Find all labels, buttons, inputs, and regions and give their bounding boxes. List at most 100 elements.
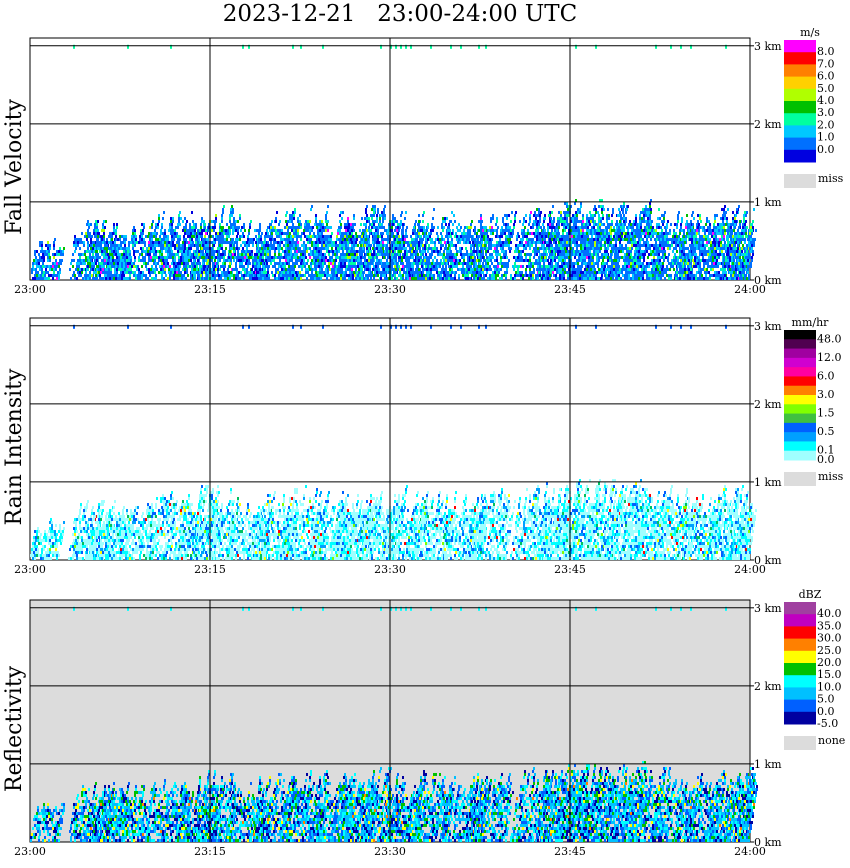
data-cell xyxy=(103,232,105,235)
data-cell xyxy=(130,241,132,244)
data-cell xyxy=(31,271,33,274)
data-cell xyxy=(381,271,383,274)
data-cell xyxy=(137,274,139,277)
data-cell xyxy=(443,268,445,271)
data-cell xyxy=(158,214,160,217)
data-cell xyxy=(397,247,399,250)
data-cell xyxy=(298,274,300,277)
data-cell xyxy=(561,253,563,256)
data-cell xyxy=(505,253,507,256)
data-cell xyxy=(223,232,225,235)
data-cell xyxy=(382,214,384,217)
data-cell xyxy=(36,262,38,265)
data-cell xyxy=(106,250,108,253)
data-cell xyxy=(332,262,334,265)
data-cell xyxy=(400,277,402,280)
data-cell xyxy=(86,235,88,238)
data-cell xyxy=(311,205,313,208)
data-cell xyxy=(347,241,349,244)
data-cell xyxy=(560,268,562,271)
data-cell xyxy=(147,277,149,280)
data-cell xyxy=(100,241,102,244)
data-cell xyxy=(207,247,209,250)
data-cell xyxy=(102,259,104,262)
data-cell xyxy=(114,268,116,271)
data-cell xyxy=(489,226,491,229)
data-cell xyxy=(518,235,520,238)
data-cell xyxy=(148,232,150,235)
data-cell xyxy=(465,277,467,280)
data-cell xyxy=(433,265,435,268)
data-cell xyxy=(329,256,331,259)
data-cell xyxy=(493,277,495,280)
data-cell xyxy=(465,232,467,235)
data-cell xyxy=(139,277,141,280)
data-cell xyxy=(376,214,378,217)
data-cell xyxy=(175,274,177,277)
data-cell xyxy=(219,256,221,259)
data-cell xyxy=(567,208,569,211)
data-cell xyxy=(255,241,257,244)
data-cell xyxy=(447,271,449,274)
data-cell xyxy=(508,229,510,232)
data-cell xyxy=(124,259,126,262)
data-cell xyxy=(277,229,279,232)
data-cell xyxy=(493,250,495,253)
data-cell xyxy=(328,253,330,256)
data-cell xyxy=(401,259,403,262)
data-cell xyxy=(492,271,494,274)
data-cell xyxy=(233,220,235,223)
data-cell xyxy=(152,259,154,262)
data-cell xyxy=(76,238,78,241)
data-cell xyxy=(231,214,233,217)
data-cell xyxy=(312,277,314,280)
data-cell xyxy=(400,274,402,277)
data-cell xyxy=(327,244,329,247)
data-cell xyxy=(182,229,184,232)
data-cell xyxy=(181,277,183,280)
data-cell xyxy=(44,274,46,277)
data-cell xyxy=(154,247,156,250)
data-cell xyxy=(443,253,445,256)
data-cell xyxy=(418,229,420,232)
data-cell xyxy=(387,268,389,271)
data-cell xyxy=(310,253,312,256)
data-cell xyxy=(372,220,374,223)
data-cell xyxy=(451,271,453,274)
data-cell xyxy=(248,259,250,262)
data-cell xyxy=(290,226,292,229)
data-cell xyxy=(301,244,303,247)
data-cell xyxy=(317,244,319,247)
data-cell xyxy=(351,244,353,247)
data-cell xyxy=(554,247,556,250)
data-cell xyxy=(144,259,146,262)
data-cell xyxy=(355,232,357,235)
data-cell xyxy=(222,274,224,277)
data-cell xyxy=(215,217,217,220)
data-cell xyxy=(216,250,218,253)
data-cell xyxy=(327,247,329,250)
data-cell xyxy=(251,271,253,274)
data-cell xyxy=(291,217,293,220)
data-cell xyxy=(391,232,393,235)
data-cell xyxy=(305,229,307,232)
data-cell xyxy=(502,220,504,223)
data-cell xyxy=(445,271,447,274)
data-cell xyxy=(484,241,486,244)
data-cell xyxy=(176,241,178,244)
data-cell xyxy=(313,256,315,259)
data-cell xyxy=(297,244,299,247)
data-cell xyxy=(441,223,443,226)
data-cell xyxy=(498,271,500,274)
data-cell xyxy=(142,241,144,244)
data-cell xyxy=(436,268,438,271)
data-cell xyxy=(384,265,386,268)
data-cell xyxy=(228,271,230,274)
data-cell xyxy=(427,277,429,280)
data-cell xyxy=(396,220,398,223)
data-cell xyxy=(530,274,532,277)
data-cell xyxy=(294,226,296,229)
data-cell xyxy=(540,268,542,271)
data-cell xyxy=(318,235,320,238)
data-cell xyxy=(316,250,318,253)
